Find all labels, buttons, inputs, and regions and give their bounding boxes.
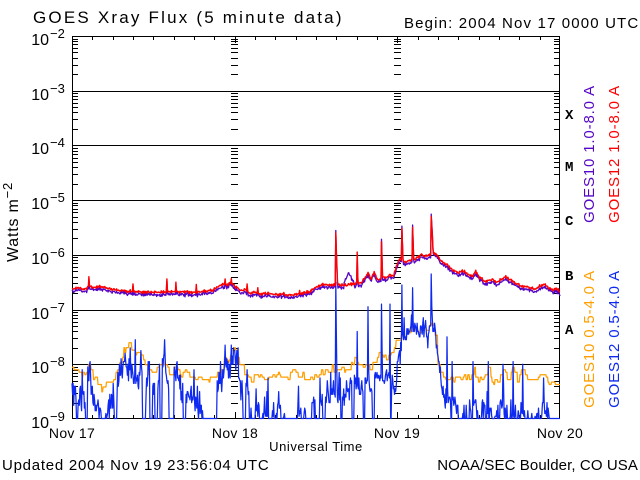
- svg-text:10: 10: [31, 141, 49, 158]
- svg-text:10: 10: [31, 415, 49, 432]
- svg-text:Updated 2004 Nov 19 23:56:04 U: Updated 2004 Nov 19 23:56:04 UTC: [2, 457, 270, 474]
- svg-text:10: 10: [31, 360, 49, 377]
- svg-text:Nov 17: Nov 17: [49, 425, 95, 441]
- svg-text:−9: −9: [50, 409, 65, 424]
- svg-text:Begin: 2004 Nov 17 0000 UTC: Begin: 2004 Nov 17 0000 UTC: [404, 15, 639, 32]
- svg-text:Nov 18: Nov 18: [212, 425, 258, 441]
- svg-text:Universal Time: Universal Time: [269, 439, 363, 454]
- svg-text:−8: −8: [50, 354, 65, 369]
- svg-text:−4: −4: [50, 135, 65, 150]
- svg-text:GOES12 1.0-8.0 A: GOES12 1.0-8.0 A: [606, 85, 623, 223]
- svg-text:X: X: [565, 108, 574, 124]
- svg-text:GOES10 0.5-4.0 A: GOES10 0.5-4.0 A: [581, 270, 598, 408]
- svg-text:GOES10 1.0-8.0 A: GOES10 1.0-8.0 A: [581, 85, 598, 223]
- svg-text:M: M: [565, 160, 573, 176]
- svg-text:10: 10: [31, 306, 49, 323]
- svg-text:NOAA/SEC Boulder, CO USA: NOAA/SEC Boulder, CO USA: [437, 457, 638, 474]
- svg-text:B: B: [565, 269, 574, 285]
- svg-text:−7: −7: [50, 300, 65, 315]
- svg-text:Watts m−2: Watts m−2: [0, 182, 22, 262]
- svg-text:−2: −2: [50, 26, 65, 41]
- svg-text:10: 10: [31, 196, 49, 213]
- svg-text:Nov 19: Nov 19: [374, 425, 420, 441]
- svg-text:C: C: [565, 214, 574, 230]
- svg-text:−6: −6: [50, 245, 65, 260]
- svg-text:Nov 20: Nov 20: [537, 425, 583, 441]
- svg-text:−5: −5: [50, 190, 65, 205]
- svg-text:−3: −3: [50, 81, 65, 96]
- svg-text:GOES12 0.5-4.0 A: GOES12 0.5-4.0 A: [606, 270, 623, 408]
- svg-text:10: 10: [31, 32, 49, 49]
- svg-text:10: 10: [31, 87, 49, 104]
- svg-text:GOES Xray Flux (5 minute data): GOES Xray Flux (5 minute data): [33, 8, 344, 27]
- svg-text:10: 10: [31, 251, 49, 268]
- svg-text:A: A: [565, 323, 574, 339]
